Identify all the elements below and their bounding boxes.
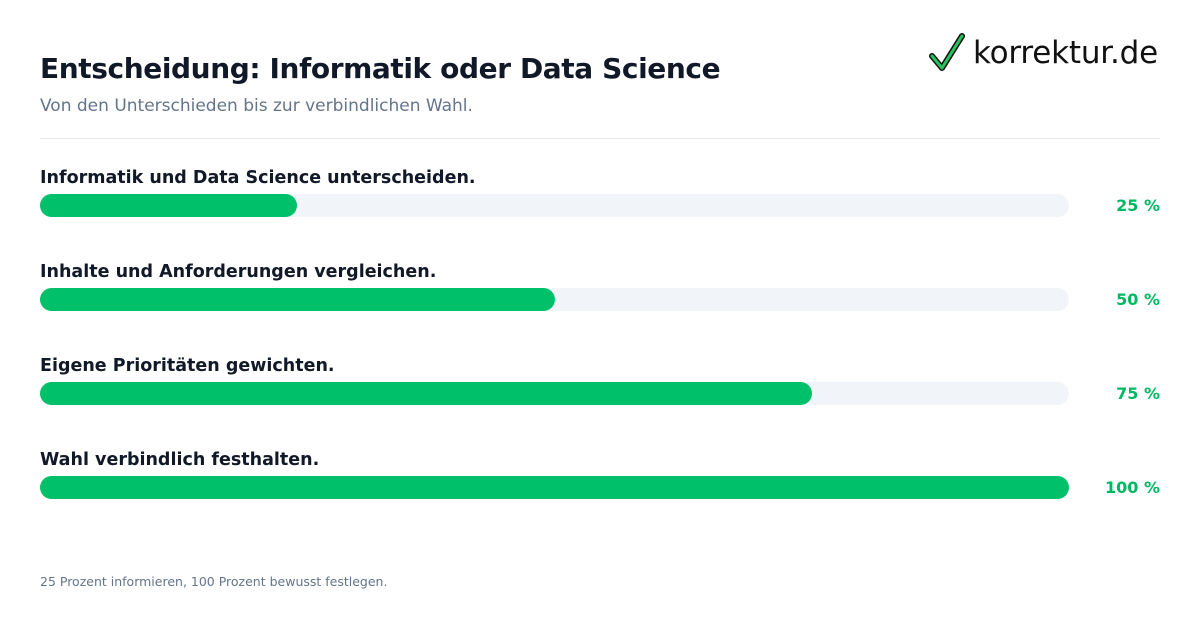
page-subtitle: Von den Unterschieden bis zur verbindlic…	[40, 94, 1160, 118]
bar-fill	[40, 288, 555, 311]
bar-fill	[40, 194, 297, 217]
bar-track	[40, 476, 1069, 499]
bar-label: Eigene Prioritäten gewichten.	[40, 354, 1160, 380]
bar-label: Inhalte und Anforderungen vergleichen.	[40, 260, 1160, 286]
bar-value-label: 75 %	[1080, 384, 1160, 404]
chart-row: Wahl verbindlich festhalten. 100 %	[40, 448, 1160, 542]
chart-row: Informatik und Data Science unterscheide…	[40, 166, 1160, 260]
check-icon	[929, 32, 965, 74]
bar-fill	[40, 382, 812, 405]
footnote: 25 Prozent informieren, 100 Prozent bewu…	[40, 574, 387, 589]
divider	[40, 138, 1160, 139]
bar-value-label: 25 %	[1080, 196, 1160, 216]
bar-fill	[40, 476, 1069, 499]
logo: korrektur.de	[929, 28, 1158, 78]
bar-track	[40, 382, 1069, 405]
bar-track	[40, 194, 1069, 217]
progress-chart: Informatik und Data Science unterscheide…	[40, 166, 1160, 542]
bar-track	[40, 288, 1069, 311]
bar-label: Informatik und Data Science unterscheide…	[40, 166, 1160, 192]
bar-value-label: 100 %	[1080, 478, 1160, 498]
bar-label: Wahl verbindlich festhalten.	[40, 448, 1160, 474]
logo-text: korrektur.de	[973, 35, 1158, 71]
chart-row: Inhalte und Anforderungen vergleichen. 50…	[40, 260, 1160, 354]
bar-value-label: 50 %	[1080, 290, 1160, 310]
chart-row: Eigene Prioritäten gewichten. 75 %	[40, 354, 1160, 448]
